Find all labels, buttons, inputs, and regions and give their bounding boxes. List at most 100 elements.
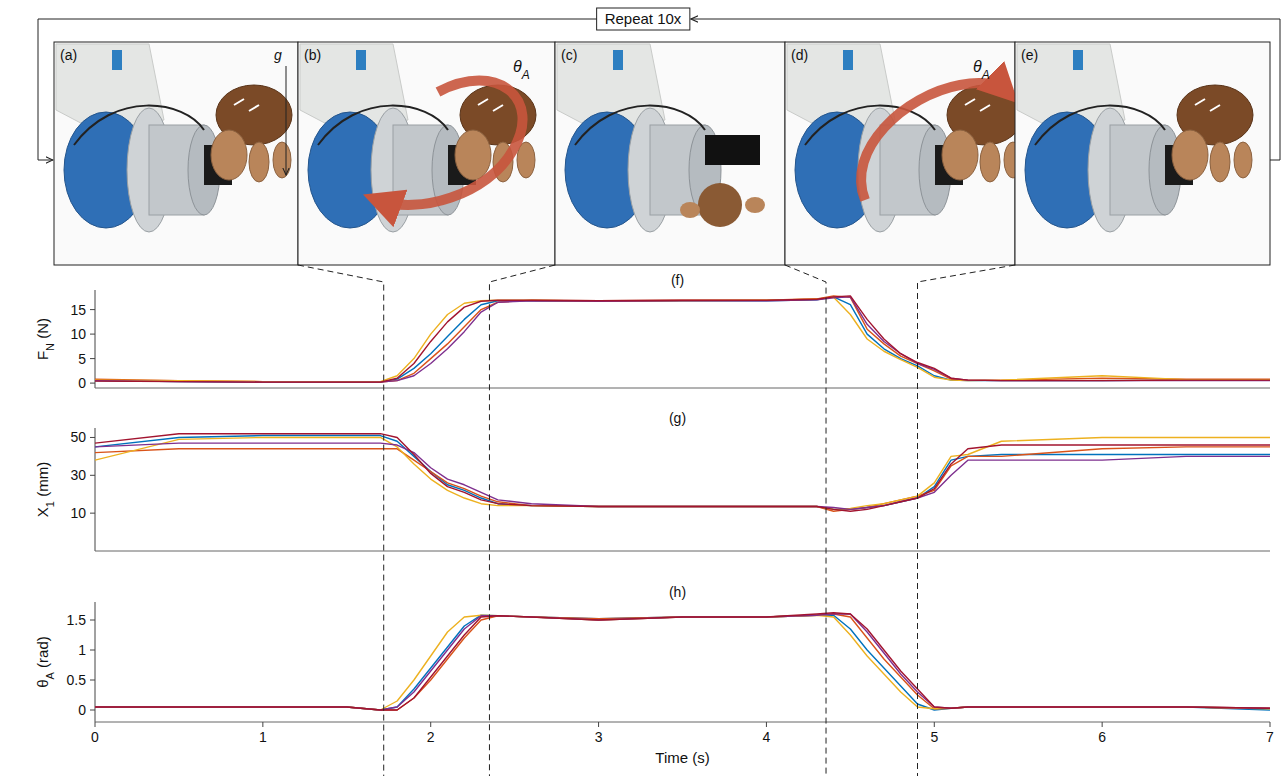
text-part: θ: [34, 679, 51, 687]
panel-frame: [785, 42, 1015, 265]
y-tick: [90, 309, 95, 310]
repeat-label: Repeat 10x: [605, 10, 682, 27]
text-part: F: [34, 351, 51, 360]
y-tick-label: 15: [70, 302, 86, 318]
angle-label: θA: [973, 58, 990, 82]
y-tick: [90, 383, 95, 384]
trace: [95, 297, 1270, 382]
y-tick-label: 1: [78, 642, 86, 658]
trace: [95, 297, 1270, 381]
trace: [95, 434, 1270, 512]
x-axis: [95, 551, 1270, 552]
palm: [1172, 130, 1208, 180]
panel-frame: [298, 42, 555, 265]
phase-line: [489, 265, 555, 776]
robot-led: [843, 50, 853, 70]
football-lace: [478, 99, 503, 111]
trace: [95, 436, 1270, 510]
x-tick-label: 4: [763, 729, 771, 745]
text-part: θ: [973, 58, 982, 75]
x-tick: [598, 722, 599, 727]
text-part: (mm): [34, 462, 51, 501]
y-tick-label: 10: [70, 326, 86, 342]
x-tick-label: 3: [595, 729, 603, 745]
chart-title: (f): [671, 272, 684, 288]
x-tick: [262, 722, 263, 727]
finger: [273, 142, 291, 178]
panel-frame: [1015, 42, 1270, 265]
x-tick: [95, 722, 96, 727]
y-tick-label: 5: [78, 351, 86, 367]
y-axis-title: X1 (mm): [34, 462, 56, 517]
x-tick: [934, 722, 935, 727]
x-axis-title: Time (s): [655, 749, 709, 766]
palm: [942, 130, 978, 180]
cable: [1035, 106, 1165, 145]
palm: [211, 130, 247, 180]
y-tick-label: 30: [70, 467, 86, 483]
panel-letter: (c): [561, 47, 577, 63]
plot-area: [95, 613, 1270, 710]
y-tick-label: 50: [70, 429, 86, 445]
text-part: X: [34, 507, 51, 517]
trace: [95, 297, 1270, 382]
text-part: A: [981, 68, 990, 82]
text-part: θ: [513, 58, 522, 75]
y-tick: [90, 650, 95, 651]
x-tick: [1270, 722, 1271, 727]
finger: [980, 142, 1000, 182]
plot-area: [95, 434, 1270, 512]
cable: [74, 106, 204, 145]
photo-panel: (e): [1015, 42, 1270, 265]
x-axis: [95, 388, 1270, 389]
photo-panel: (a)g: [54, 42, 298, 265]
x-tick: [1102, 722, 1103, 727]
x-tick: [430, 722, 431, 727]
trace: [95, 447, 1270, 511]
finger: [1234, 142, 1252, 178]
photo-panel: (c): [555, 42, 785, 265]
trace: [95, 296, 1270, 382]
trace: [95, 296, 1270, 382]
panel-frame: [54, 42, 298, 265]
y-tick-label: 0: [78, 702, 86, 718]
text-part: (N): [34, 318, 51, 343]
x-tick-label: 2: [427, 729, 435, 745]
y-axis-title: θA (rad): [34, 636, 56, 688]
robot-led: [613, 50, 623, 70]
football-lace: [1195, 99, 1220, 111]
x-tick: [766, 722, 767, 727]
chart-title: (g): [669, 410, 686, 426]
y-tick-label: 10: [70, 505, 86, 521]
trace: [95, 437, 1270, 509]
panel-letter: (a): [60, 47, 77, 63]
y-tick: [90, 513, 95, 514]
y-axis: [95, 290, 96, 388]
phase-line: [918, 265, 1016, 776]
x-axis: [95, 722, 1270, 723]
football-lace: [234, 99, 259, 111]
phase-line: [785, 265, 826, 776]
finger: [249, 142, 269, 182]
text-part: (rad): [34, 636, 51, 672]
x-tick-label: 1: [259, 729, 267, 745]
y-tick: [90, 437, 95, 438]
repeat-box: [597, 8, 690, 30]
panel-frame: [555, 42, 785, 265]
photo-panel: (d)θA: [785, 42, 1023, 265]
y-tick-label: 1.5: [67, 612, 87, 628]
robot-led: [356, 50, 366, 70]
x-tick-label: 7: [1266, 729, 1274, 745]
y-tick-label: 0.5: [67, 672, 87, 688]
y-tick: [90, 680, 95, 681]
trace: [95, 615, 1270, 710]
x-tick-label: 0: [91, 729, 99, 745]
chart: 051015(f)FN (N): [34, 272, 1270, 391]
robot-led: [112, 50, 122, 70]
angle-label: θA: [513, 58, 530, 82]
text-part: N: [44, 343, 56, 351]
palm: [455, 130, 491, 180]
figure: Repeat 10x(a)g(b)θA(c)(d)θA(e)051015(f)F…: [0, 0, 1286, 780]
trace: [95, 614, 1270, 710]
rotation-arrow: [861, 83, 1007, 200]
